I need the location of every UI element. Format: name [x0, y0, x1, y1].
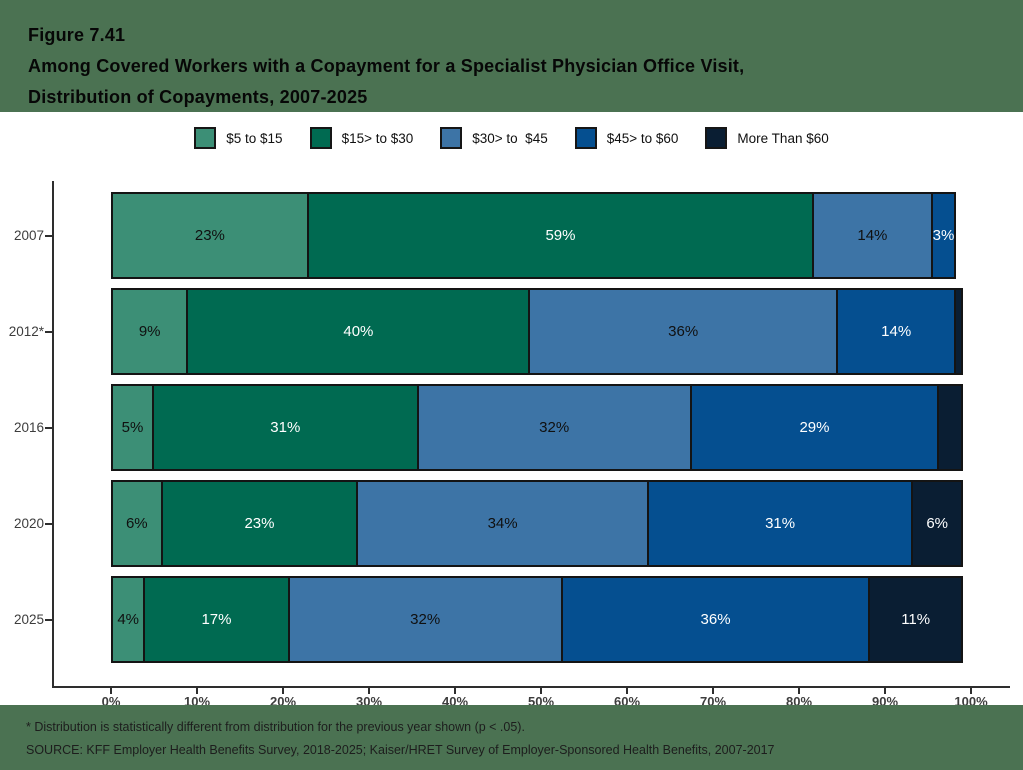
legend-item: $30> to $45 — [440, 127, 548, 149]
bar-segment-label: 40% — [343, 323, 374, 340]
bar-segment-label: 32% — [410, 611, 441, 628]
y-axis-tick — [45, 522, 52, 525]
bar-segment-label: 36% — [668, 323, 699, 340]
bar-segment: 31% — [646, 480, 914, 567]
bar-segment-label: 29% — [799, 419, 830, 436]
bar-segment-label: 6% — [926, 515, 949, 532]
bar-segment: 6% — [911, 480, 963, 567]
y-axis-tick — [45, 234, 52, 237]
legend-item-label: $5 to $15 — [226, 130, 283, 146]
title-line-1: Among Covered Workers with a Copayment f… — [28, 56, 745, 76]
bar-segment-label: 5% — [121, 419, 144, 436]
x-axis-tick — [798, 688, 800, 694]
bar-segment: 23% — [111, 192, 309, 279]
bar-segment-label: 14% — [881, 323, 912, 340]
y-axis-label: 2016 — [13, 419, 44, 435]
y-axis-label: 2007 — [13, 227, 44, 243]
bar-row-2016: 5% 31% 32% 29% — [111, 384, 963, 471]
bar-row-2020: 6% 23% 34% 31% 6% — [111, 480, 963, 567]
bar-segment: 6% — [111, 480, 163, 567]
legend-item: More Than $60 — [705, 127, 829, 149]
x-axis-tick — [540, 688, 542, 694]
x-axis-tick — [970, 688, 972, 694]
bar-segment: 59% — [306, 192, 815, 279]
y-axis-line — [52, 181, 54, 688]
x-axis-tick — [712, 688, 714, 694]
bar-segment: 34% — [356, 480, 649, 567]
bar-segment: 5% — [111, 384, 154, 471]
bar-row-2025: 4% 17% 32% 36% 11% — [111, 576, 963, 663]
bar-segment-label: 11% — [901, 611, 931, 628]
bar-segment-label: 32% — [539, 419, 570, 436]
bar-segment-label: 17% — [201, 611, 232, 628]
legend-item-label: More Than $60 — [737, 130, 829, 146]
legend-item: $45> to $60 — [574, 127, 679, 149]
source-line: SOURCE: KFF Employer Health Benefits Sur… — [26, 743, 775, 757]
bar-segment-label: 59% — [545, 227, 576, 244]
legend-swatch-icon — [705, 127, 728, 149]
bar-segment-label: 6% — [125, 515, 148, 532]
y-axis-label: 2025 — [13, 611, 44, 627]
y-axis-tick — [45, 330, 52, 333]
bar-segment: 32% — [287, 576, 563, 663]
legend: $5 to $15 $15> to $30 $30> to $45 $45> to $… — [0, 127, 1023, 149]
legend-swatch-icon — [440, 127, 463, 149]
legend-swatch-icon — [574, 127, 597, 149]
bar-segment: 40% — [186, 288, 531, 375]
x-axis-tick — [196, 688, 198, 694]
bar-segment-label: 34% — [487, 515, 518, 532]
bar-segment: 11% — [868, 576, 963, 663]
bar-row-2012: 9% 40% 36% 14% — [111, 288, 963, 375]
bar-segment: 32% — [416, 384, 692, 471]
footer-band: * Distribution is statistically differen… — [0, 705, 1023, 770]
legend-item: $15> to $30 — [309, 127, 414, 149]
bar-segment: 4% — [111, 576, 146, 663]
legend-swatch-icon — [194, 127, 217, 149]
legend-item-label: $45> to $60 — [606, 130, 679, 146]
bar-segment: 29% — [689, 384, 940, 471]
bar-segment — [937, 384, 963, 471]
plot-area: 23% 59% 14% 3% 9% 40% 36% 14% 5% 31% 32% 29% 6% 23% 34… — [111, 192, 971, 708]
legend-item: $5 to $15 — [194, 127, 283, 149]
x-axis-tick — [282, 688, 284, 694]
y-axis-label: 2020 — [13, 515, 44, 531]
bar-segment: 23% — [160, 480, 359, 567]
bar-segment: 36% — [560, 576, 871, 663]
bar-segment — [954, 288, 963, 375]
bar-segment-label: 23% — [194, 227, 225, 244]
bar-segment: 9% — [111, 288, 189, 375]
x-axis-tick — [884, 688, 886, 694]
bar-segment: 36% — [528, 288, 838, 375]
y-axis-label: 2012* — [8, 323, 44, 339]
figure-number: Figure 7.41 — [28, 25, 126, 45]
x-axis-tick — [626, 688, 628, 694]
y-axis-tick — [45, 618, 52, 621]
bar-segment-label: 3% — [932, 227, 955, 244]
bar-segment: 17% — [143, 576, 290, 663]
x-axis-tick — [454, 688, 456, 694]
x-axis-tick — [110, 688, 112, 694]
bar-segment-label: 31% — [765, 515, 796, 532]
header-band: Figure 7.41 Among Covered Workers with a… — [0, 0, 1023, 112]
x-axis-line — [52, 686, 1010, 688]
legend-swatch-icon — [309, 127, 332, 149]
x-axis-tick — [368, 688, 370, 694]
title-line-2: Distribution of Copayments, 2007-2025 — [28, 87, 368, 107]
bar-segment-label: 31% — [270, 419, 301, 436]
bar-segment: 3% — [930, 192, 957, 279]
bar-segment-label: 4% — [117, 611, 140, 628]
bar-segment-label: 23% — [244, 515, 275, 532]
bar-segment-label: 36% — [700, 611, 731, 628]
bar-segment: 14% — [835, 288, 957, 375]
bar-segment-label: 9% — [138, 323, 161, 340]
legend-item-label: $15> to $30 — [341, 130, 414, 146]
bar-segment: 14% — [812, 192, 933, 279]
legend-item-label: $30> to $45 — [472, 130, 548, 146]
bar-segment-label: 14% — [857, 227, 888, 244]
bar-segment: 31% — [152, 384, 419, 471]
footnote: * Distribution is statistically differen… — [26, 720, 525, 734]
bar-row-2007: 23% 59% 14% 3% — [111, 192, 957, 279]
y-axis-tick — [45, 426, 52, 429]
